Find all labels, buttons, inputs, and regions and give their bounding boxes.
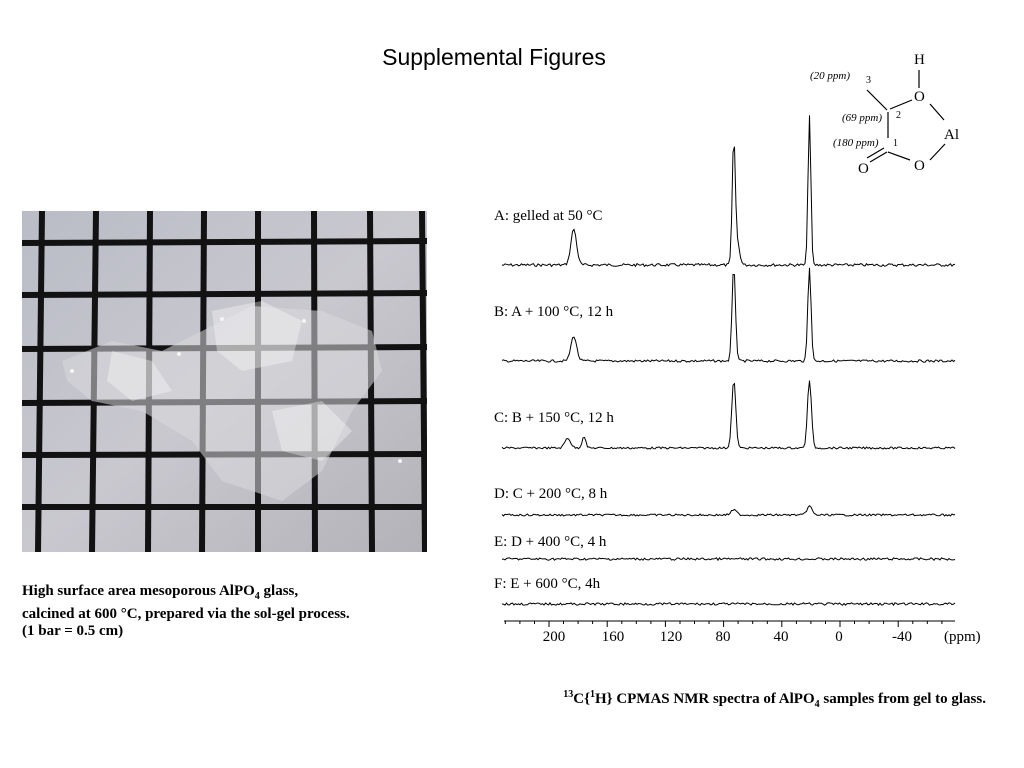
spectra-caption: 13C{1H} CPMAS NMR spectra of AlPO4 sampl… [563, 689, 986, 710]
spectrum-label-e: E: D + 400 °C, 4 h [494, 534, 607, 550]
shift-c1: (180 ppm) [833, 137, 879, 149]
tick-label: 80 [715, 629, 731, 645]
tick-label: 0 [835, 629, 843, 645]
spectrum-label-b: B: A + 100 °C, 12 h [494, 304, 614, 320]
atom-h: H [914, 52, 925, 68]
carbon-position-2: 2 [896, 110, 901, 121]
spectrum-label-c: C: B + 150 °C, 12 h [494, 410, 614, 426]
carbon-position-1: 1 [893, 138, 898, 149]
spectrum-trace-c [501, 380, 956, 450]
tick-label: 40 [773, 629, 789, 645]
spectrum-trace-a [501, 115, 956, 268]
atom-o-carbonyl: O [858, 161, 869, 177]
sample-photo [22, 211, 427, 552]
tick-label: 120 [659, 629, 683, 645]
molecule-bonds [866, 70, 946, 163]
x-axis [504, 620, 955, 627]
atom-o-ring: O [914, 158, 925, 174]
spectrum-trace-b [501, 267, 956, 364]
shift-c2: (69 ppm) [842, 112, 883, 124]
shift-c3: (20 ppm) [810, 70, 851, 82]
spectrum-label-f: F: E + 600 °C, 4h [494, 576, 601, 592]
tick-label: -40 [892, 629, 912, 645]
photo-caption: High surface area mesoporous AlPO4 glass… [22, 583, 350, 639]
spectrum-trace-e [501, 557, 956, 562]
atom-o-hydroxyl: O [914, 89, 925, 105]
spectrum-label-a: A: gelled at 50 °C [494, 208, 603, 224]
page-title: Supplemental Figures [382, 44, 606, 70]
atom-al: Al [944, 127, 959, 143]
tick-label: 160 [601, 629, 625, 645]
spectrum-label-d: D: C + 200 °C, 8 h [494, 486, 608, 502]
carbon-position-3: 3 [866, 75, 871, 86]
spectrum-trace-f [501, 601, 956, 607]
axis-unit: (ppm) [944, 629, 981, 645]
spectrum-trace-d [501, 504, 956, 517]
tick-label: 200 [542, 629, 566, 645]
